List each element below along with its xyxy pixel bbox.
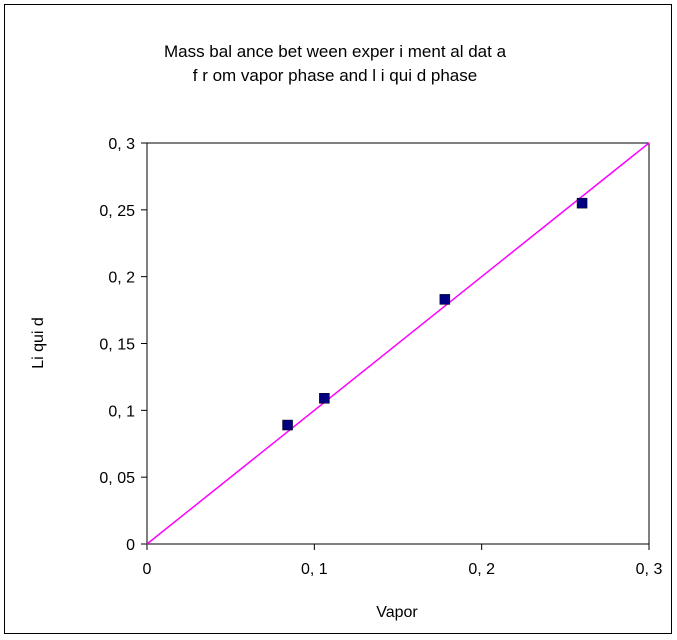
x-axis-label: Vapor	[376, 604, 418, 621]
data-points-group	[282, 197, 588, 431]
y-tick-label-4: 0, 2	[108, 270, 135, 287]
y-axis-label: Li qui d	[30, 317, 47, 369]
data-point-1	[319, 393, 330, 404]
y-axis-ticks: 0 0, 05 0, 1 0, 15 0, 2 0, 25 0, 3	[99, 136, 147, 554]
chart-frame: Mass bal ance bet ween exper i ment al d…	[4, 4, 672, 634]
y-tick-label-2: 0, 1	[108, 403, 135, 420]
data-point-3	[576, 197, 588, 209]
data-point-0	[282, 419, 293, 431]
y-tick-label-3: 0, 15	[99, 337, 135, 354]
reference-line-group	[146, 142, 650, 545]
y-tick-label-0: 0	[126, 537, 135, 554]
x-axis-ticks: 0 0, 1 0, 2 0, 3	[143, 544, 663, 578]
reference-line	[146, 142, 650, 545]
x-tick-label-0: 0	[143, 561, 152, 578]
x-tick-label-3: 0, 3	[636, 561, 663, 578]
x-tick-label-2: 0, 2	[468, 561, 495, 578]
x-tick-label-1: 0, 1	[301, 561, 328, 578]
y-tick-label-6: 0, 3	[108, 136, 135, 153]
y-tick-label-1: 0, 05	[99, 470, 135, 487]
chart-title-line-1: Mass bal ance bet ween exper i ment al d…	[164, 42, 507, 61]
data-point-2	[439, 294, 451, 305]
chart-title-line-2: f r om vapor phase and l i qui d phase	[193, 66, 477, 85]
y-tick-label-5: 0, 25	[99, 203, 135, 220]
chart-svg: Mass bal ance bet ween exper i ment al d…	[30, 42, 663, 621]
